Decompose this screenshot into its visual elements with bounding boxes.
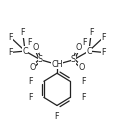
Text: S: S xyxy=(38,55,43,64)
Text: F: F xyxy=(81,38,86,47)
Text: F: F xyxy=(28,93,33,102)
Text: F: F xyxy=(8,33,13,42)
Text: F: F xyxy=(27,38,32,47)
Text: C: C xyxy=(85,47,91,56)
Text: F: F xyxy=(54,112,59,121)
Text: O: O xyxy=(75,43,81,52)
Text: O: O xyxy=(32,43,38,52)
Text: F: F xyxy=(88,28,93,37)
Text: CH: CH xyxy=(51,60,62,69)
Text: F: F xyxy=(100,33,105,42)
Text: F: F xyxy=(28,77,33,86)
Text: O: O xyxy=(78,63,84,72)
Text: O: O xyxy=(29,63,35,72)
Text: F: F xyxy=(80,93,85,102)
Text: F: F xyxy=(80,77,85,86)
Text: C: C xyxy=(22,47,28,56)
Text: F: F xyxy=(8,48,13,57)
Text: F: F xyxy=(100,48,105,57)
Text: F: F xyxy=(20,28,25,37)
Text: S: S xyxy=(70,55,75,64)
